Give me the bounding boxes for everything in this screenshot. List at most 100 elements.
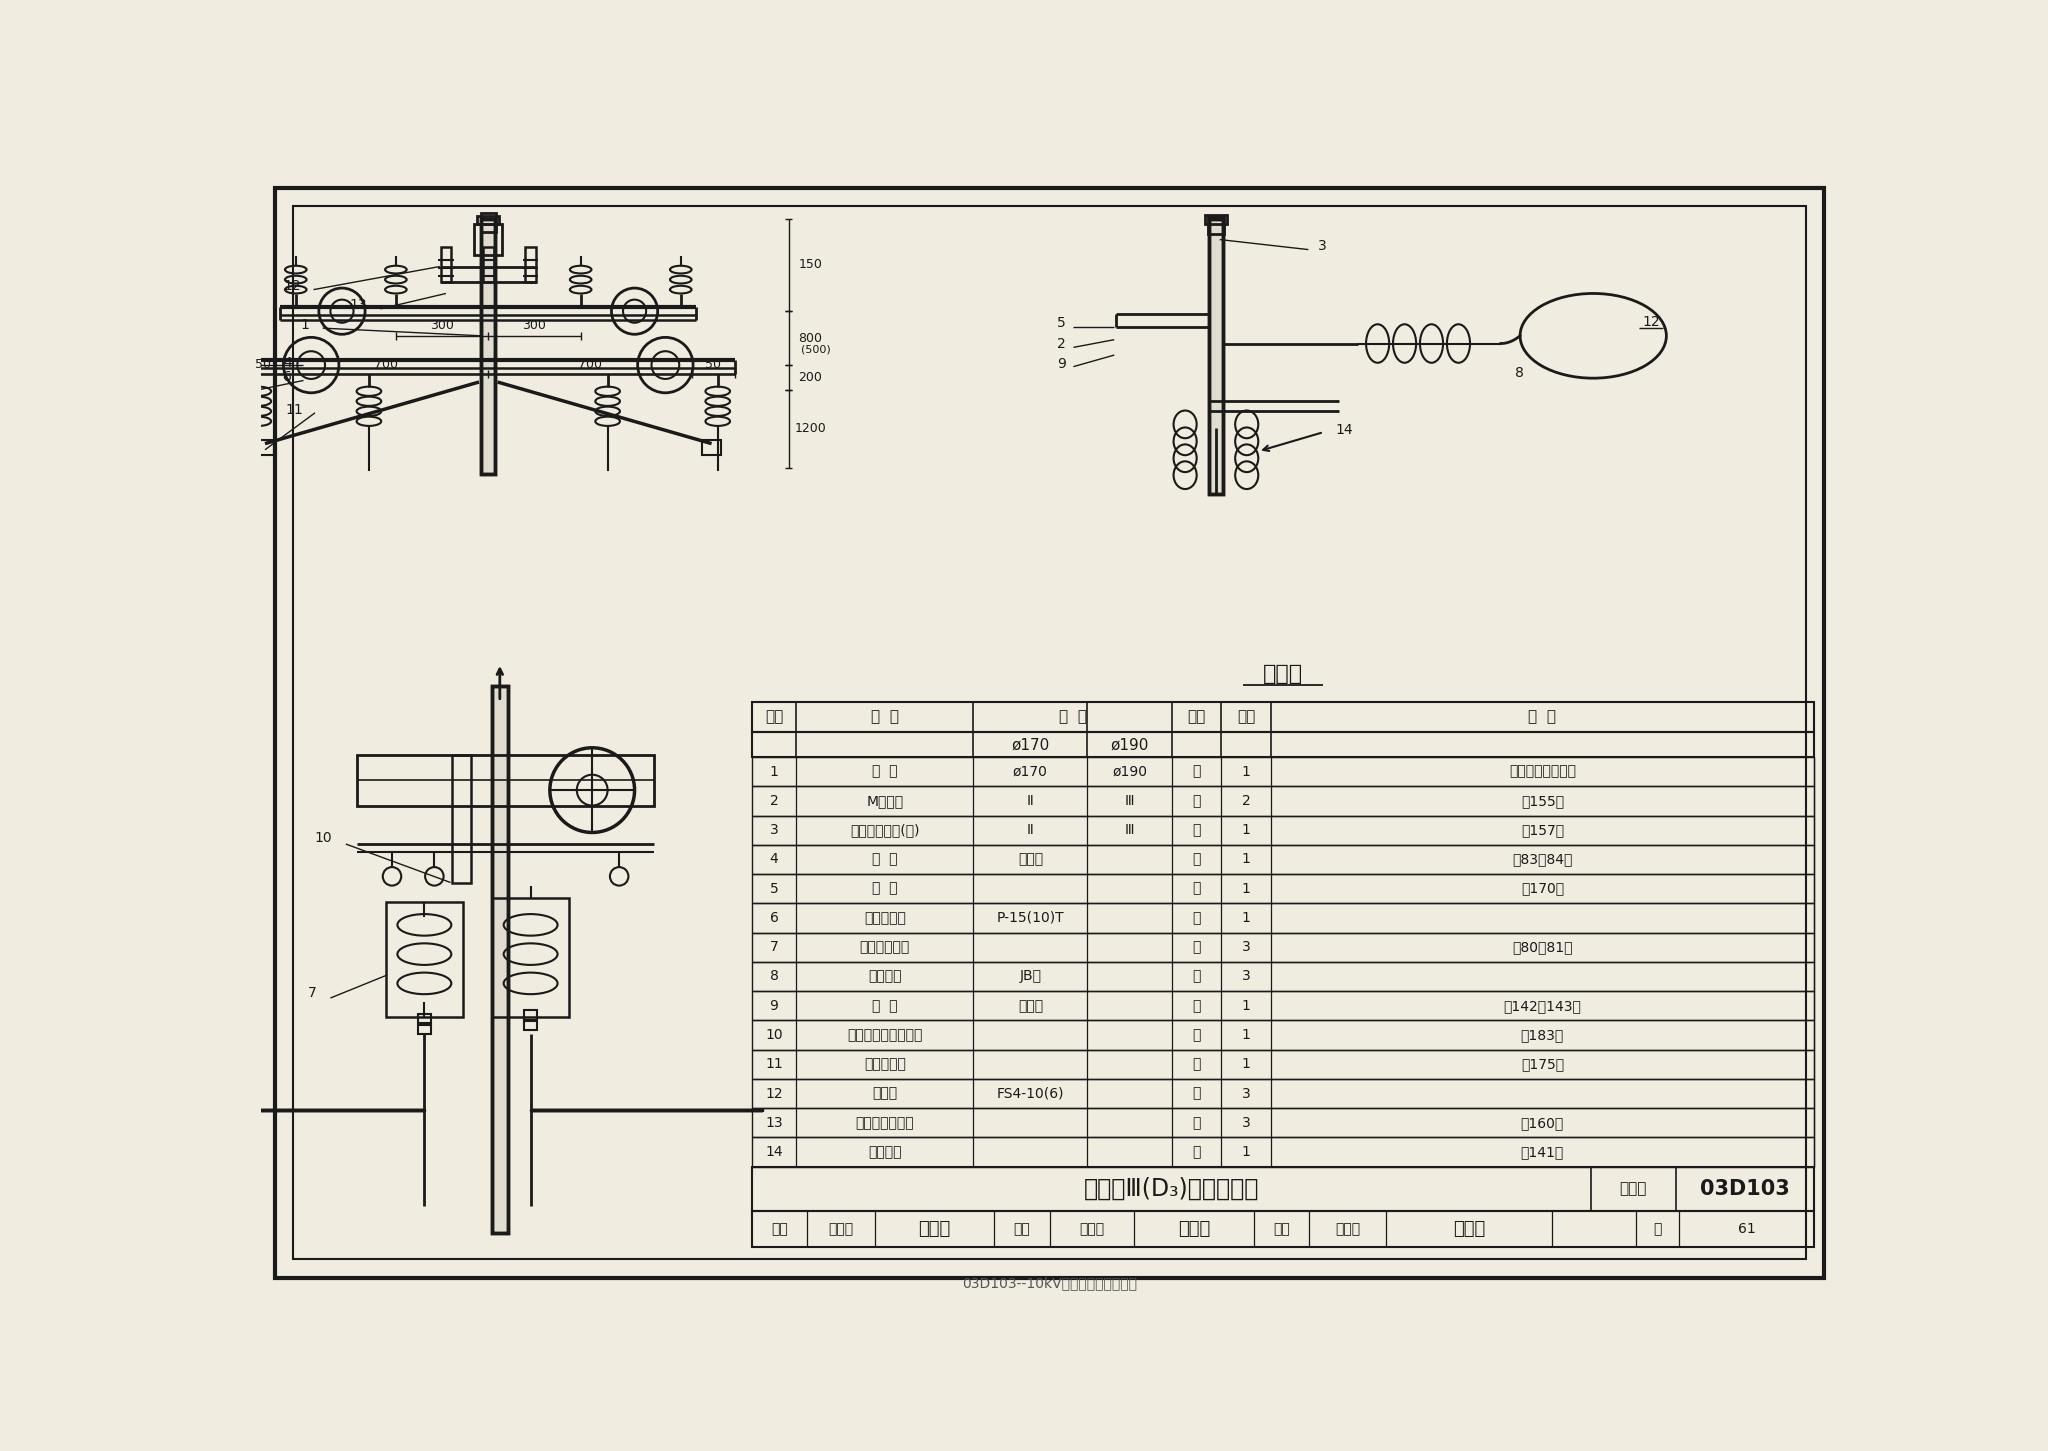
Text: 700: 700: [578, 358, 602, 371]
Text: 组: 组: [1192, 998, 1200, 1013]
Text: ø190: ø190: [1110, 737, 1149, 752]
Bar: [418, 1014, 430, 1023]
Text: Ⅱ: Ⅱ: [1026, 823, 1034, 837]
Text: 电  杆: 电 杆: [872, 765, 897, 779]
Text: 10: 10: [313, 831, 332, 844]
Text: 李栋宝: 李栋宝: [827, 1222, 854, 1236]
Text: 300: 300: [522, 319, 547, 332]
Text: Ⅲ: Ⅲ: [1124, 794, 1135, 808]
Bar: [752, 1020, 1815, 1049]
Text: 拉  线: 拉 线: [872, 998, 897, 1013]
Text: 5: 5: [1057, 316, 1065, 331]
Text: 5: 5: [770, 882, 778, 895]
Text: 见183页: 见183页: [1522, 1027, 1565, 1042]
Text: 1: 1: [1241, 882, 1251, 895]
Text: 块: 块: [1192, 882, 1200, 895]
Text: 8: 8: [770, 969, 778, 984]
Text: Ⅱ: Ⅱ: [1026, 794, 1034, 808]
Bar: [483, 247, 494, 281]
Bar: [1204, 215, 1227, 223]
Bar: [453, 756, 471, 882]
Text: 避雷器固定支架: 避雷器固定支架: [856, 1116, 913, 1130]
Text: 校对: 校对: [1014, 1222, 1030, 1236]
Text: 付: 付: [1192, 852, 1200, 866]
Text: 3: 3: [1241, 969, 1251, 984]
Text: 3: 3: [1317, 239, 1327, 252]
Bar: [752, 1080, 1815, 1109]
Text: 见141页: 见141页: [1522, 1145, 1565, 1159]
Bar: [481, 213, 496, 232]
Text: 1: 1: [1241, 765, 1251, 779]
Text: 见附录: 见附录: [1018, 998, 1042, 1013]
Text: 700: 700: [375, 358, 397, 371]
Text: 个: 个: [1192, 794, 1200, 808]
Text: 03D103--10kV及以下架空线路安装: 03D103--10kV及以下架空线路安装: [963, 1275, 1137, 1290]
Bar: [752, 962, 1815, 991]
Text: 03D103: 03D103: [1700, 1180, 1790, 1199]
Text: 150: 150: [799, 258, 821, 271]
Text: FS4-10(6): FS4-10(6): [997, 1087, 1065, 1100]
Text: 规  格: 规 格: [1059, 710, 1087, 724]
Text: 14: 14: [1335, 422, 1354, 437]
Bar: [440, 247, 451, 281]
Text: 付: 付: [1192, 1027, 1200, 1042]
Text: 组: 组: [1192, 1058, 1200, 1071]
Text: 800: 800: [799, 332, 821, 345]
Text: 串: 串: [1192, 940, 1200, 955]
Text: 个: 个: [1192, 911, 1200, 924]
Text: 个: 个: [1192, 1087, 1200, 1100]
Text: 50: 50: [256, 358, 270, 371]
Text: 8: 8: [1516, 366, 1524, 380]
Text: 1: 1: [301, 318, 309, 332]
Bar: [752, 702, 1815, 733]
Text: 1: 1: [1241, 1027, 1251, 1042]
Text: (500): (500): [801, 345, 831, 354]
Text: 见170页: 见170页: [1522, 882, 1565, 895]
Bar: [481, 219, 496, 474]
Text: 名  称: 名 称: [870, 710, 899, 724]
Bar: [752, 733, 1815, 757]
Text: 3: 3: [1241, 940, 1251, 955]
Text: 2: 2: [1241, 794, 1251, 808]
Text: 终端杆Ⅲ(D₃)杆顶安装图: 终端杆Ⅲ(D₃)杆顶安装图: [1083, 1177, 1260, 1201]
Text: 个: 个: [1192, 969, 1200, 984]
Bar: [1208, 219, 1223, 493]
Bar: [256, 440, 274, 456]
Text: 见160页: 见160页: [1522, 1116, 1565, 1130]
Text: 6: 6: [770, 911, 778, 924]
Text: 见附录: 见附录: [1018, 852, 1042, 866]
Bar: [752, 874, 1815, 904]
Bar: [1208, 218, 1223, 234]
Bar: [524, 1022, 537, 1030]
Text: 庄福泉: 庄福泉: [918, 1220, 950, 1238]
Text: 接地装置: 接地装置: [868, 1145, 901, 1159]
Text: 7: 7: [770, 940, 778, 955]
Text: 6: 6: [283, 370, 293, 385]
Text: 12: 12: [283, 279, 301, 293]
Bar: [702, 440, 721, 456]
Text: 61: 61: [1739, 1222, 1755, 1236]
Text: ø170: ø170: [1014, 765, 1049, 779]
Bar: [752, 1167, 1815, 1212]
Text: 1: 1: [1241, 1058, 1251, 1071]
Text: 针式绝缘子固定支架: 针式绝缘子固定支架: [848, 1027, 922, 1042]
Text: 1: 1: [1241, 1145, 1251, 1159]
Text: 2: 2: [1057, 337, 1065, 351]
Bar: [385, 901, 463, 1017]
Text: 组: 组: [1192, 1145, 1200, 1159]
Bar: [752, 815, 1815, 844]
Text: 审核: 审核: [770, 1222, 788, 1236]
Text: 11: 11: [766, 1058, 782, 1071]
Bar: [356, 756, 653, 805]
Bar: [752, 844, 1815, 874]
Text: 拉  板: 拉 板: [872, 882, 897, 895]
Text: 10: 10: [766, 1027, 782, 1042]
Text: 4: 4: [283, 355, 293, 370]
Text: 1: 1: [1241, 852, 1251, 866]
Bar: [752, 991, 1815, 1020]
Bar: [492, 686, 508, 1233]
Text: 1: 1: [1241, 998, 1251, 1013]
Text: 1: 1: [770, 765, 778, 779]
Bar: [481, 219, 496, 474]
Text: 见175页: 见175页: [1522, 1058, 1565, 1071]
